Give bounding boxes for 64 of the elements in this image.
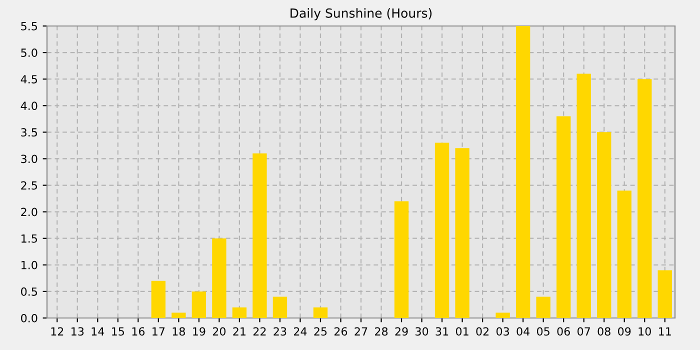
y-tick-label: 5.5 xyxy=(21,22,37,30)
x-tick-label: 08 xyxy=(598,327,610,336)
bar xyxy=(496,312,510,318)
x-tick-label: 24 xyxy=(294,327,307,336)
bar xyxy=(172,312,186,318)
y-tick-label: 2.0 xyxy=(21,208,38,216)
x-tick-label: 12 xyxy=(51,327,64,336)
y-tick-label: 0.5 xyxy=(21,287,37,296)
x-tick-label: 11 xyxy=(659,327,671,336)
bar xyxy=(212,238,226,318)
x-tick-label: 26 xyxy=(334,327,348,336)
x-tick-label: 25 xyxy=(314,327,327,336)
chart-title: Daily Sunshine (Hours) xyxy=(290,8,432,20)
x-tick-label: 27 xyxy=(354,327,368,336)
y-tick-label: 4.5 xyxy=(20,75,37,84)
bar xyxy=(556,116,571,318)
bar xyxy=(617,190,632,318)
x-tick-label: 18 xyxy=(172,327,185,336)
x-tick-label: 31 xyxy=(436,327,448,336)
x-tick-label: 17 xyxy=(152,327,165,336)
y-tick-label: 4.0 xyxy=(20,102,38,110)
x-tick-label: 06 xyxy=(557,327,570,336)
y-tick-label: 0.0 xyxy=(21,314,38,322)
bar xyxy=(597,132,612,318)
x-tick-label: 07 xyxy=(578,327,590,336)
bar xyxy=(638,79,652,318)
x-tick-label: 20 xyxy=(212,327,226,336)
bar xyxy=(434,142,450,318)
x-tick-label: 02 xyxy=(476,327,489,336)
y-tick-label: 3.5 xyxy=(21,128,37,137)
bar xyxy=(151,280,166,318)
x-tick-label: 01 xyxy=(456,327,468,336)
y-tick-label: 5.0 xyxy=(21,48,38,57)
bar xyxy=(516,26,530,318)
bar xyxy=(252,153,267,318)
x-tick-label: 04 xyxy=(516,327,530,336)
x-tick-label: 23 xyxy=(274,327,286,336)
x-tick-label: 16 xyxy=(132,327,145,336)
x-tick-label: 05 xyxy=(536,327,550,336)
x-tick-label: 28 xyxy=(375,327,388,336)
x-tick-label: 22 xyxy=(253,327,266,336)
y-tick-label: 1.0 xyxy=(22,260,38,270)
x-tick-label: 30 xyxy=(416,327,428,336)
x-tick-label: 19 xyxy=(193,327,206,336)
bar xyxy=(536,296,550,318)
bar xyxy=(455,148,470,318)
y-tick-label: 3.0 xyxy=(21,154,38,164)
x-tick-label: 14 xyxy=(92,327,104,336)
x-tick-label: 09 xyxy=(618,327,631,336)
bar xyxy=(192,291,206,318)
y-tick-label: 2.5 xyxy=(21,181,37,190)
bar xyxy=(394,201,409,318)
x-tick-label: 03 xyxy=(496,327,509,336)
bar xyxy=(576,74,591,318)
x-tick-label: 13 xyxy=(72,327,84,336)
x-tick-label: 29 xyxy=(395,327,408,336)
y-tick-label: 1.5 xyxy=(22,234,37,243)
bar xyxy=(272,296,288,318)
bar xyxy=(658,270,672,318)
x-tick-label: 15 xyxy=(112,327,124,336)
bar xyxy=(232,307,247,318)
x-tick-label: 10 xyxy=(638,327,651,336)
bar xyxy=(313,307,328,318)
x-tick-label: 21 xyxy=(233,327,246,336)
